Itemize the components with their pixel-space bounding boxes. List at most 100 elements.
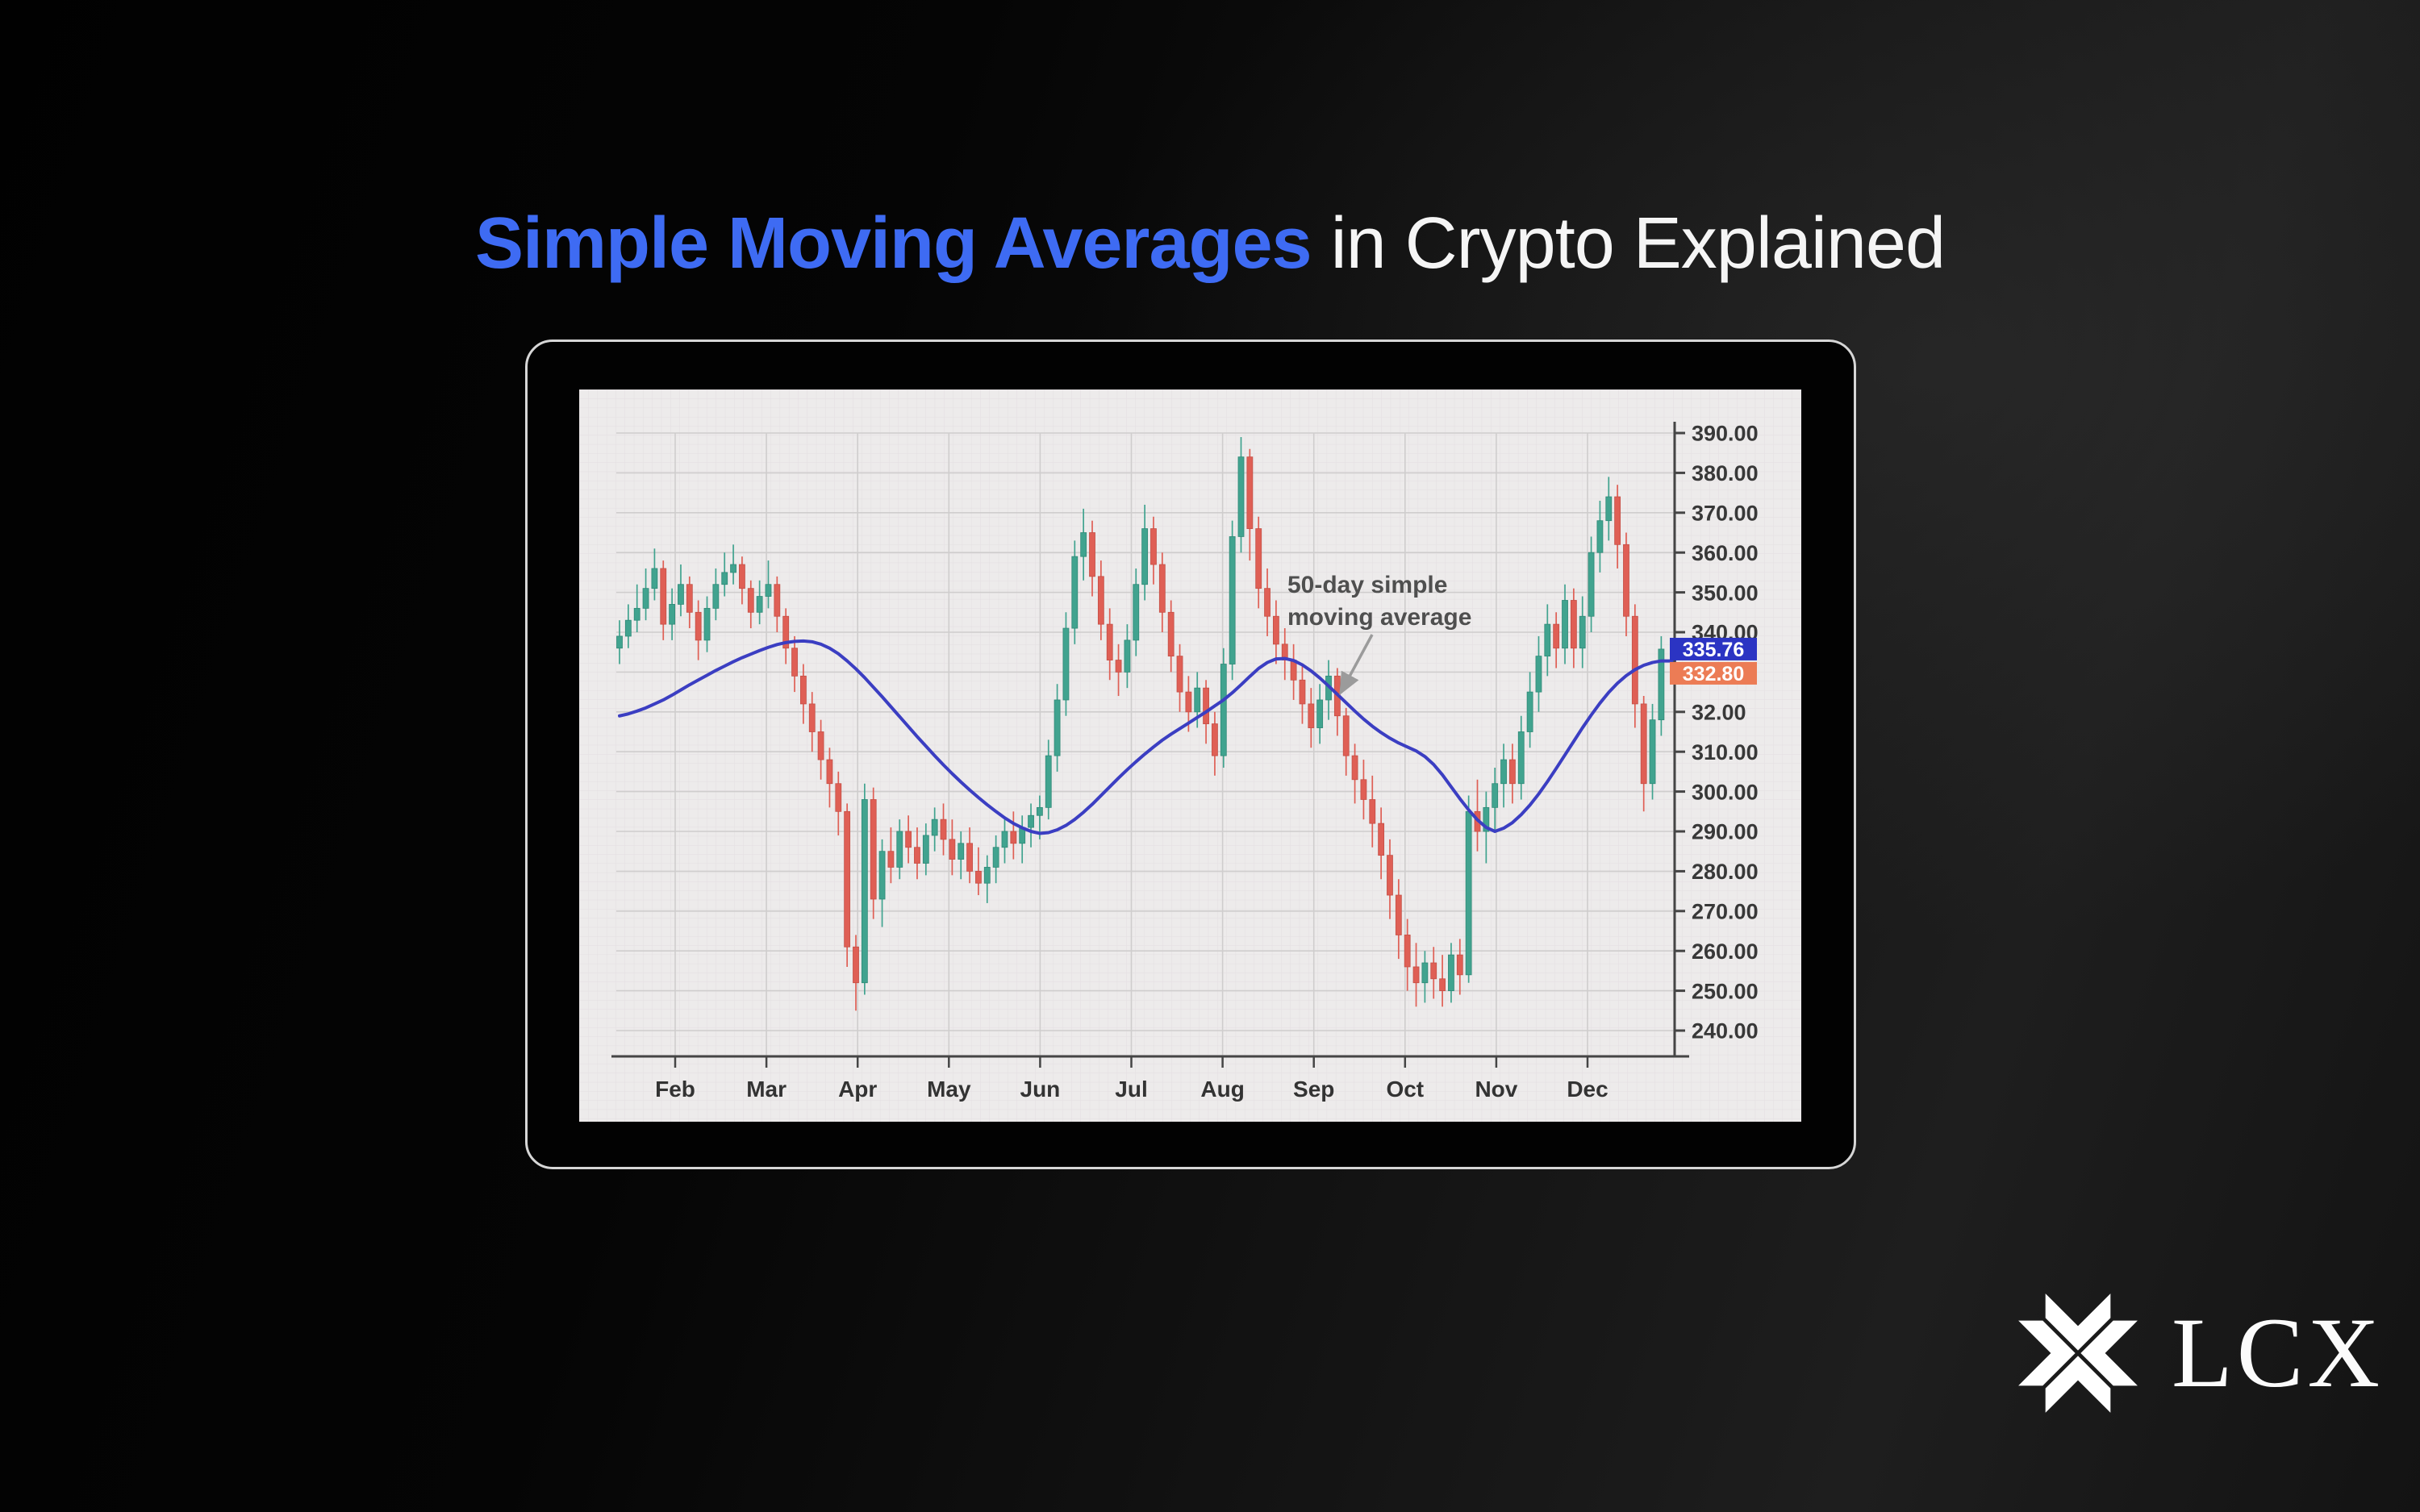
last-price-badge xyxy=(1670,637,1757,660)
candle-down xyxy=(1351,755,1358,781)
lcx-mark-left-chevron-icon xyxy=(2018,1320,2076,1386)
candle-down xyxy=(791,648,798,677)
candle-up xyxy=(1544,623,1551,657)
y-tick-label: 360.00 xyxy=(1692,541,1759,565)
y-tick-label: 300.00 xyxy=(1692,780,1759,804)
candle-up xyxy=(878,851,886,900)
month-label: Sep xyxy=(1293,1077,1334,1102)
candle-down xyxy=(1360,779,1367,800)
lcx-logo: LCX xyxy=(2010,1285,2384,1421)
candle-down xyxy=(695,611,702,641)
y-axis-labels: 390.00380.00370.00360.00350.00340.0032.0… xyxy=(1675,422,1759,1043)
candle-down xyxy=(966,843,973,872)
page-title: Simple Moving Averages in Crypto Explain… xyxy=(0,203,2420,285)
month-label: Jun xyxy=(1020,1077,1061,1102)
y-tick-label: 290.00 xyxy=(1692,820,1759,844)
candle-up xyxy=(624,619,632,637)
candle-down xyxy=(1212,723,1218,756)
candle-down xyxy=(808,703,816,732)
lcx-mark-right-chevron-icon xyxy=(2080,1320,2138,1386)
candle-down xyxy=(1185,691,1192,713)
month-label: Jul xyxy=(1115,1077,1147,1102)
candle-up xyxy=(703,607,711,641)
candle-down xyxy=(949,839,956,860)
candle-down xyxy=(1010,831,1017,844)
candle-down xyxy=(844,810,851,948)
month-label: Feb xyxy=(655,1077,695,1102)
candle-down xyxy=(826,759,833,785)
y-tick-label: 240.00 xyxy=(1692,1019,1759,1043)
sma-line xyxy=(618,639,1676,835)
candle-down xyxy=(835,783,842,812)
candle-down xyxy=(887,851,895,868)
candle-down xyxy=(1623,544,1629,617)
candle-down xyxy=(870,799,877,900)
title-rest: in Crypto Explained xyxy=(1311,203,1946,285)
candle-up xyxy=(1596,520,1604,553)
month-label: May xyxy=(927,1077,971,1102)
annotation-line1: 50-day simple xyxy=(1287,572,1447,598)
candle-down xyxy=(1150,528,1157,565)
candle-up xyxy=(983,867,991,884)
candle-down xyxy=(1167,611,1175,657)
candle-up xyxy=(765,584,772,597)
candle-down xyxy=(817,731,824,760)
annotation-line2: moving average xyxy=(1287,604,1471,631)
candle-up xyxy=(1588,552,1595,617)
candle-down xyxy=(1176,656,1183,693)
candle-up xyxy=(721,572,728,585)
candle-down xyxy=(1640,703,1647,785)
candle-up xyxy=(1421,962,1429,984)
candle-down xyxy=(1106,623,1113,660)
candle-down xyxy=(1570,600,1577,649)
candle-down xyxy=(1299,679,1306,705)
month-label: Aug xyxy=(1200,1077,1244,1102)
candle-down xyxy=(1387,855,1393,896)
candle-down xyxy=(1395,894,1402,935)
candle-up xyxy=(1237,456,1245,537)
candle-down xyxy=(782,615,790,649)
candle-up xyxy=(1141,528,1149,585)
candle-up xyxy=(1649,719,1656,785)
candle-down xyxy=(1342,715,1350,756)
candle-down xyxy=(1439,978,1446,992)
candle-down xyxy=(853,946,859,984)
candle-up xyxy=(1001,831,1008,848)
candle-up xyxy=(1500,759,1507,785)
candle-down xyxy=(1509,759,1516,785)
y-tick-label: 350.00 xyxy=(1692,581,1759,605)
sma-value-badge-label: 332.80 xyxy=(1683,663,1744,685)
candle-down xyxy=(1158,564,1166,613)
candle-down xyxy=(739,564,745,589)
sma-value-badge xyxy=(1670,661,1757,685)
candle-down xyxy=(660,568,667,625)
y-tick-label: 32.00 xyxy=(1692,701,1746,725)
candle-down xyxy=(1089,532,1095,577)
candle-up xyxy=(1579,615,1586,649)
candle-up xyxy=(1071,556,1079,629)
candle-up xyxy=(1448,954,1454,992)
candle-up xyxy=(861,799,868,984)
candle-down xyxy=(747,588,754,613)
candle-down xyxy=(1255,528,1262,589)
candle-up xyxy=(651,568,658,589)
candle-up xyxy=(730,564,736,573)
y-tick-label: 260.00 xyxy=(1692,939,1759,964)
candle-up xyxy=(1535,656,1542,693)
candlestick-chart: 390.00380.00370.00360.00350.00340.0032.0… xyxy=(579,389,1801,1122)
candle-up xyxy=(633,607,640,621)
candle-up xyxy=(1045,755,1052,808)
candle-up xyxy=(1028,814,1034,828)
candle-down xyxy=(1203,687,1209,725)
candle-up xyxy=(712,584,720,609)
candle-up xyxy=(1133,584,1140,641)
candle-up xyxy=(1562,600,1568,649)
candle-up xyxy=(678,584,684,605)
candle-up xyxy=(1229,536,1236,664)
candle-down xyxy=(1378,823,1385,856)
candle-up xyxy=(922,835,929,864)
candle-up xyxy=(1517,731,1525,785)
candle-up xyxy=(1054,699,1061,756)
